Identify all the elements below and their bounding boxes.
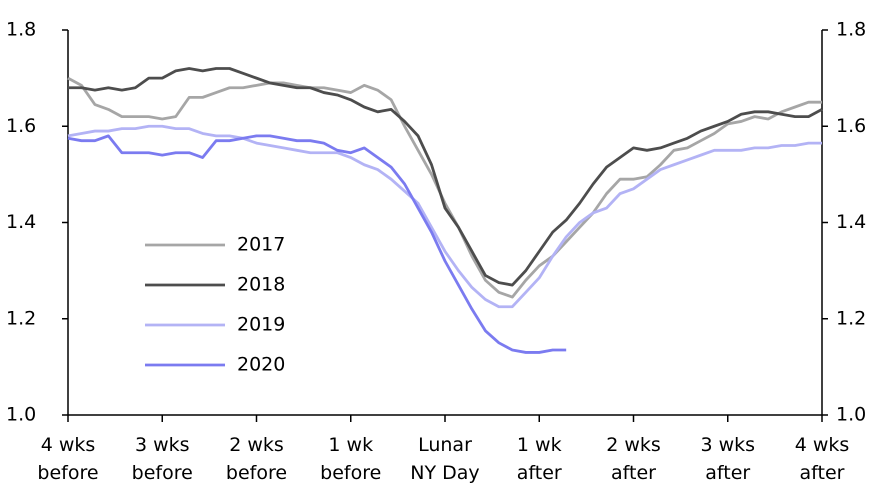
legend-label: 2018 bbox=[237, 274, 285, 296]
y2-tick-label: 1.8 bbox=[836, 19, 866, 41]
x-tick-label: 4 wks after bbox=[794, 434, 850, 484]
series-line bbox=[67, 134, 567, 354]
x-tick-label: Lunar NY Day bbox=[410, 434, 480, 484]
x-tick-label: 3 wks before bbox=[131, 434, 193, 484]
series-line bbox=[67, 124, 822, 309]
x-tick-label: 3 wks after bbox=[700, 434, 756, 484]
y-tick-label: 1.6 bbox=[6, 115, 36, 137]
y2-tick-label: 1.4 bbox=[836, 211, 866, 233]
legend-label: 2020 bbox=[237, 354, 285, 376]
y2-tick-label: 1.2 bbox=[836, 307, 866, 329]
y2-tick-label: 1.0 bbox=[836, 404, 866, 426]
y-tick-label: 1.4 bbox=[6, 211, 36, 233]
x-tick-label: 1 wk after bbox=[516, 434, 562, 484]
legend-label: 2019 bbox=[237, 314, 285, 336]
series-line bbox=[68, 67, 823, 287]
y2-tick-label: 1.6 bbox=[836, 115, 866, 137]
series-line bbox=[67, 76, 822, 299]
y-tick-label: 1.0 bbox=[6, 404, 36, 426]
x-tick-label: 1 wk before bbox=[320, 434, 382, 484]
x-tick-label: 4 wks before bbox=[37, 434, 99, 484]
y-tick-label: 1.2 bbox=[6, 307, 36, 329]
x-tick-label: 2 wks after bbox=[606, 434, 661, 484]
x-tick-label: 2 wks before bbox=[225, 434, 288, 484]
y-tick-label: 1.8 bbox=[6, 19, 36, 41]
legend-label: 2017 bbox=[237, 234, 285, 256]
